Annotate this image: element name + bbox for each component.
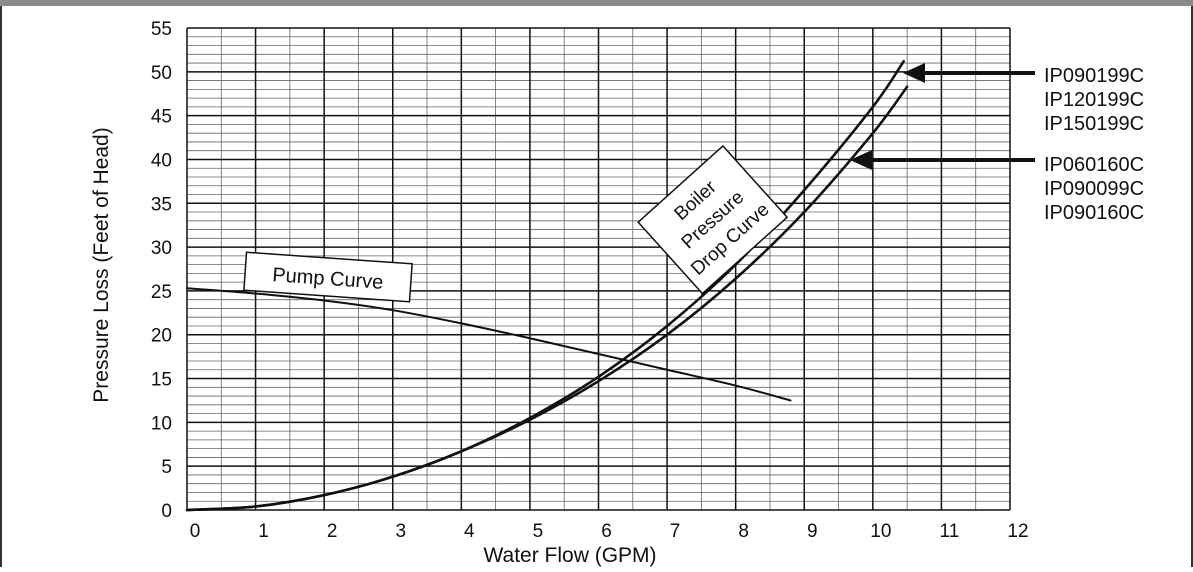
x-tick-label: 7: [670, 521, 681, 542]
x-tick-label: 4: [464, 521, 475, 542]
top-border: [0, 0, 1193, 6]
y-tick-label: 15: [151, 370, 172, 391]
y-tick-label: 10: [151, 413, 172, 434]
x-tick-label: 9: [807, 521, 818, 542]
x-tick-labels: 0 1 2 3 4 5 6 7 8 9 10 11 12: [190, 521, 1029, 542]
y-tick-label: 55: [151, 19, 172, 40]
pump-curve-label-box: [243, 251, 413, 303]
model-label: IP060160C: [1044, 154, 1144, 176]
y-tick-label: 20: [151, 326, 172, 347]
y-tick-label: 0: [161, 501, 172, 522]
model-label: IP090160C: [1044, 202, 1144, 224]
y-tick-labels: 0 5 10 15 20 25 30 35 40 45 50 55: [151, 19, 172, 522]
x-tick-label: 8: [738, 521, 749, 542]
pump-curve-callout: Pump Curve: [243, 251, 413, 303]
y-tick-label: 25: [151, 282, 172, 303]
y-tick-label: 40: [151, 150, 172, 171]
boiler-curve-label-box: [637, 144, 789, 295]
upper-models-arrowhead: [903, 63, 925, 83]
y-tick-label: 5: [161, 457, 172, 478]
series-line-pump: [186, 287, 792, 402]
model-label: IP150199C: [1044, 113, 1144, 135]
series-line-boiler-low: [185, 85, 909, 512]
y-tick-label: 50: [151, 63, 172, 84]
y-tick-label: 45: [151, 107, 172, 128]
x-tick-label: 12: [1007, 521, 1028, 542]
x-tick-label: 1: [258, 521, 269, 542]
x-tick-label: 0: [190, 521, 201, 542]
model-label: IP120199C: [1044, 89, 1144, 111]
y-axis-title: Pressure Loss (Feet of Head): [90, 127, 113, 402]
lower-models-arrowhead: [850, 150, 872, 170]
x-tick-label: 5: [533, 521, 544, 542]
series-lines: [185, 60, 909, 512]
lower-model-list: IP060160C IP090099C IP090160C: [1044, 154, 1144, 224]
x-axis-title: Water Flow (GPM): [483, 544, 656, 567]
upper-model-list: IP090199C IP120199C IP150199C: [1044, 65, 1144, 135]
boiler-curve-callout: Boiler Pressure Drop Curve: [637, 144, 789, 295]
x-tick-label: 2: [327, 521, 338, 542]
x-tick-label: 6: [601, 521, 612, 542]
x-tick-label: 10: [870, 521, 891, 542]
x-tick-label: 11: [940, 521, 960, 542]
x-tick-label: 3: [395, 521, 406, 542]
model-label: IP090199C: [1044, 65, 1144, 87]
y-tick-label: 35: [151, 194, 172, 215]
model-label: IP090099C: [1044, 178, 1144, 200]
y-tick-label: 30: [151, 238, 172, 259]
